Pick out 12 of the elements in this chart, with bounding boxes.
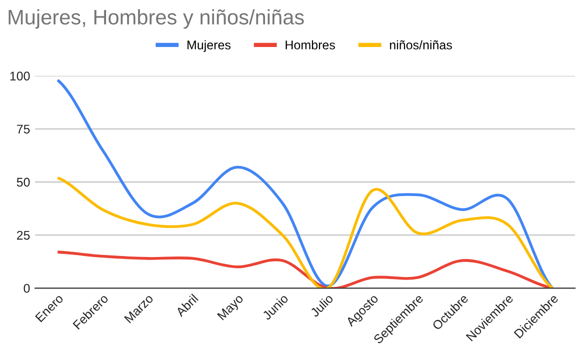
legend-label: Hombres [286,40,335,50]
line-series [56,78,554,288]
legend-label: Mujeres [188,40,231,52]
y-tick-label: 0 [24,284,30,293]
legend-label: niños/niñas [390,40,452,50]
y-tick-label: 75 [16,124,30,134]
line-series [56,176,554,288]
chart-title: Mujeres, Hombres y niños/niñas [8,9,304,29]
x-tick-label: Julio [310,293,334,318]
y-tick-label: 50 [16,178,30,187]
y-tick-label: 25 [16,230,30,240]
y-tick-label: 100 [10,72,30,81]
